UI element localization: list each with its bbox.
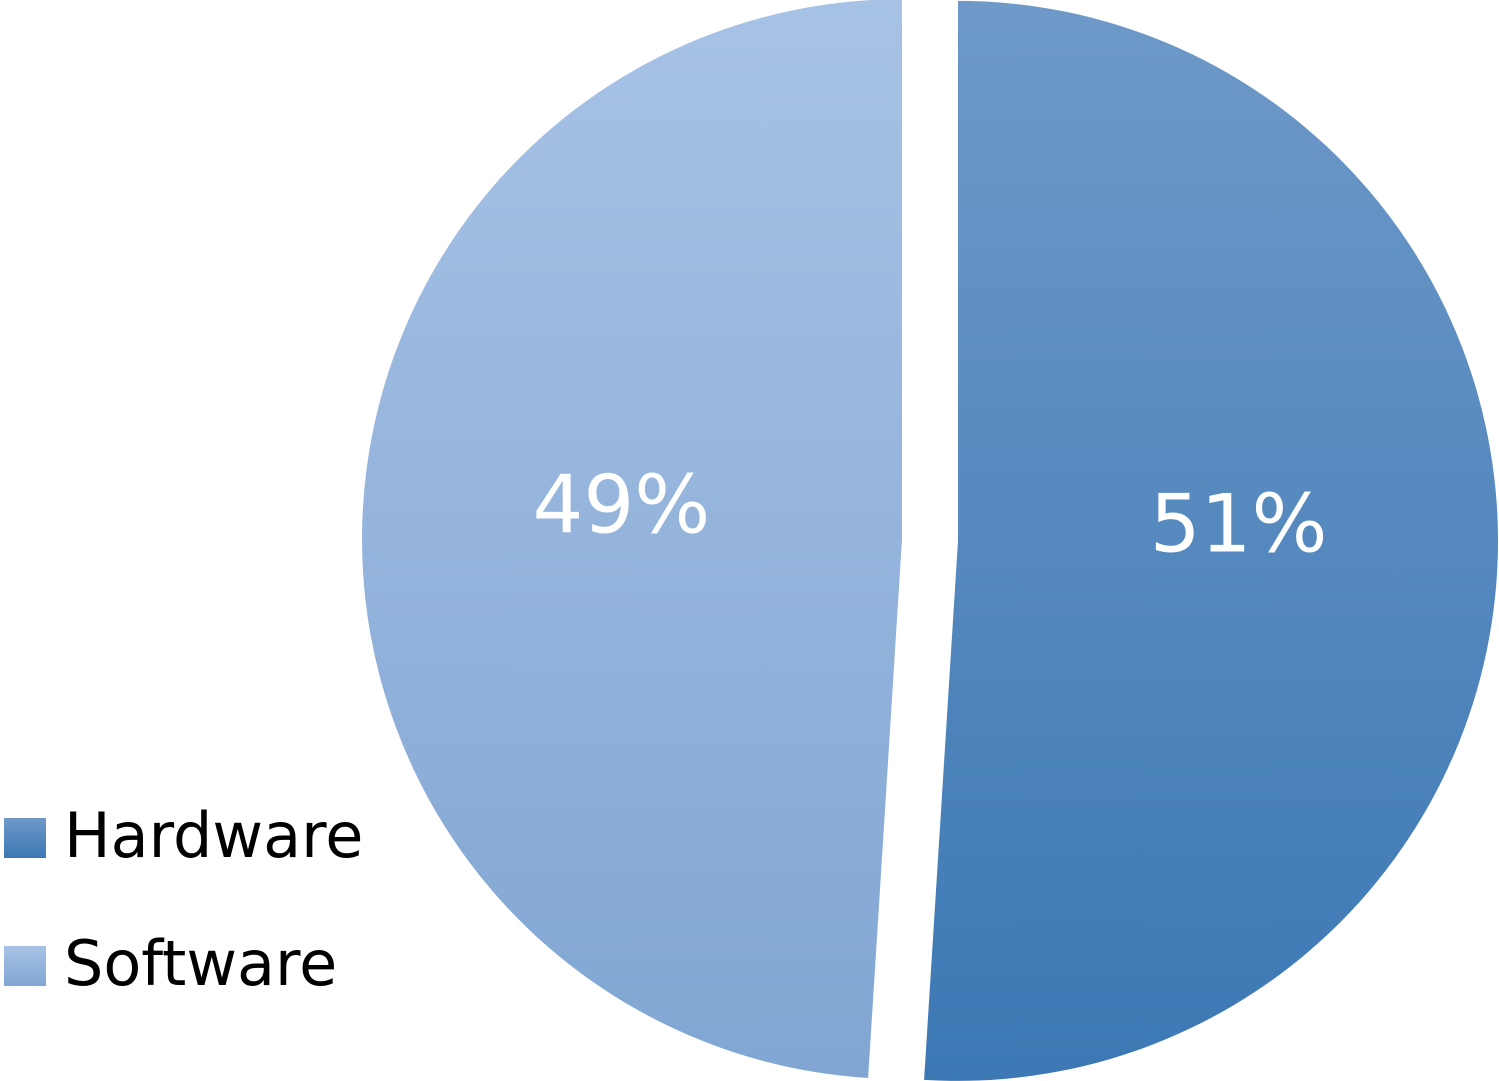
legend-item-software: Software [4,927,337,1000]
pie-data-labels: 51% 49% [532,458,1327,570]
legend-swatch-hardware [4,818,46,858]
pie-slice-hardware [924,0,1498,1081]
legend: Hardware Software [4,799,363,1000]
legend-swatch-software [4,946,46,986]
legend-label-hardware: Hardware [64,799,363,872]
legend-item-hardware: Hardware [4,799,363,872]
pie-slices [362,0,1498,1081]
pie-slice-software [362,0,903,1079]
data-label-software: 49% [532,458,710,551]
data-label-hardware: 51% [1150,478,1328,571]
legend-label-software: Software [64,927,337,1000]
